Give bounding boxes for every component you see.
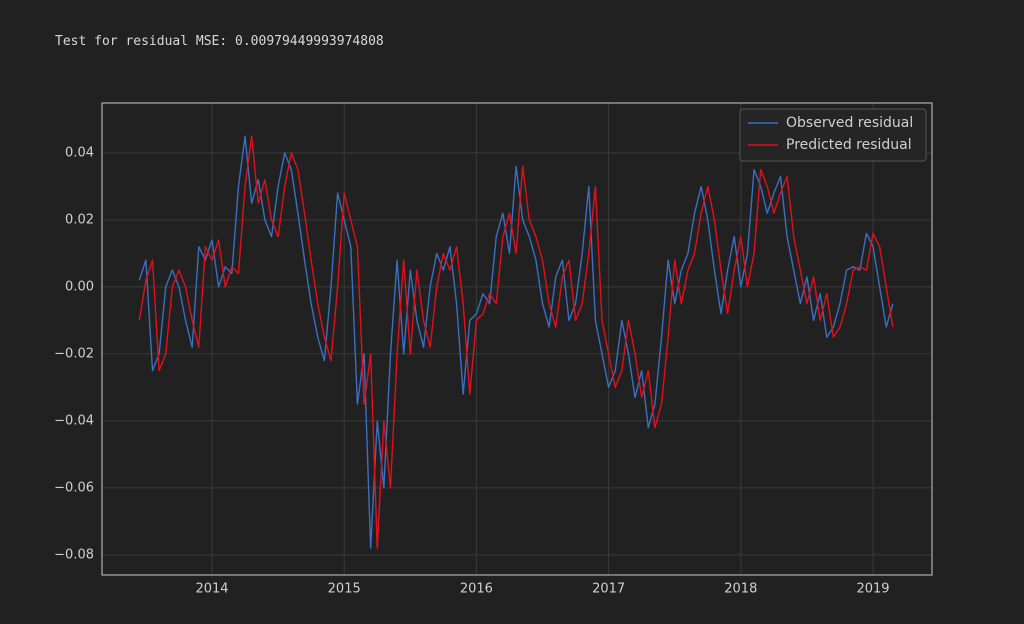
series-line [138, 135, 894, 549]
y-tick-label: −0.08 [54, 547, 94, 562]
plot-frame [101, 102, 933, 576]
output-text: Test for residual MSE: 0.009794499939748… [55, 34, 384, 49]
x-tick-label: 2015 [328, 582, 361, 597]
y-tick-label: 0.02 [65, 212, 94, 227]
x-tick-label: 2016 [460, 582, 493, 597]
x-tick-label: 2014 [195, 582, 228, 597]
y-tick-label: −0.02 [54, 346, 94, 361]
y-tick-label: 0.04 [65, 145, 94, 160]
series-line [138, 135, 894, 549]
y-tick-label: 0.00 [65, 279, 94, 294]
legend-label: Observed residual [786, 115, 913, 131]
legend-box [739, 108, 927, 162]
x-tick-label: 2017 [592, 582, 625, 597]
x-tick-label: 2018 [724, 582, 757, 597]
legend-label: Predicted residual [786, 137, 912, 153]
x-tick-label: 2019 [856, 582, 889, 597]
y-tick-label: −0.06 [54, 480, 94, 495]
y-tick-label: −0.04 [54, 413, 94, 428]
plot-area [102, 103, 932, 575]
